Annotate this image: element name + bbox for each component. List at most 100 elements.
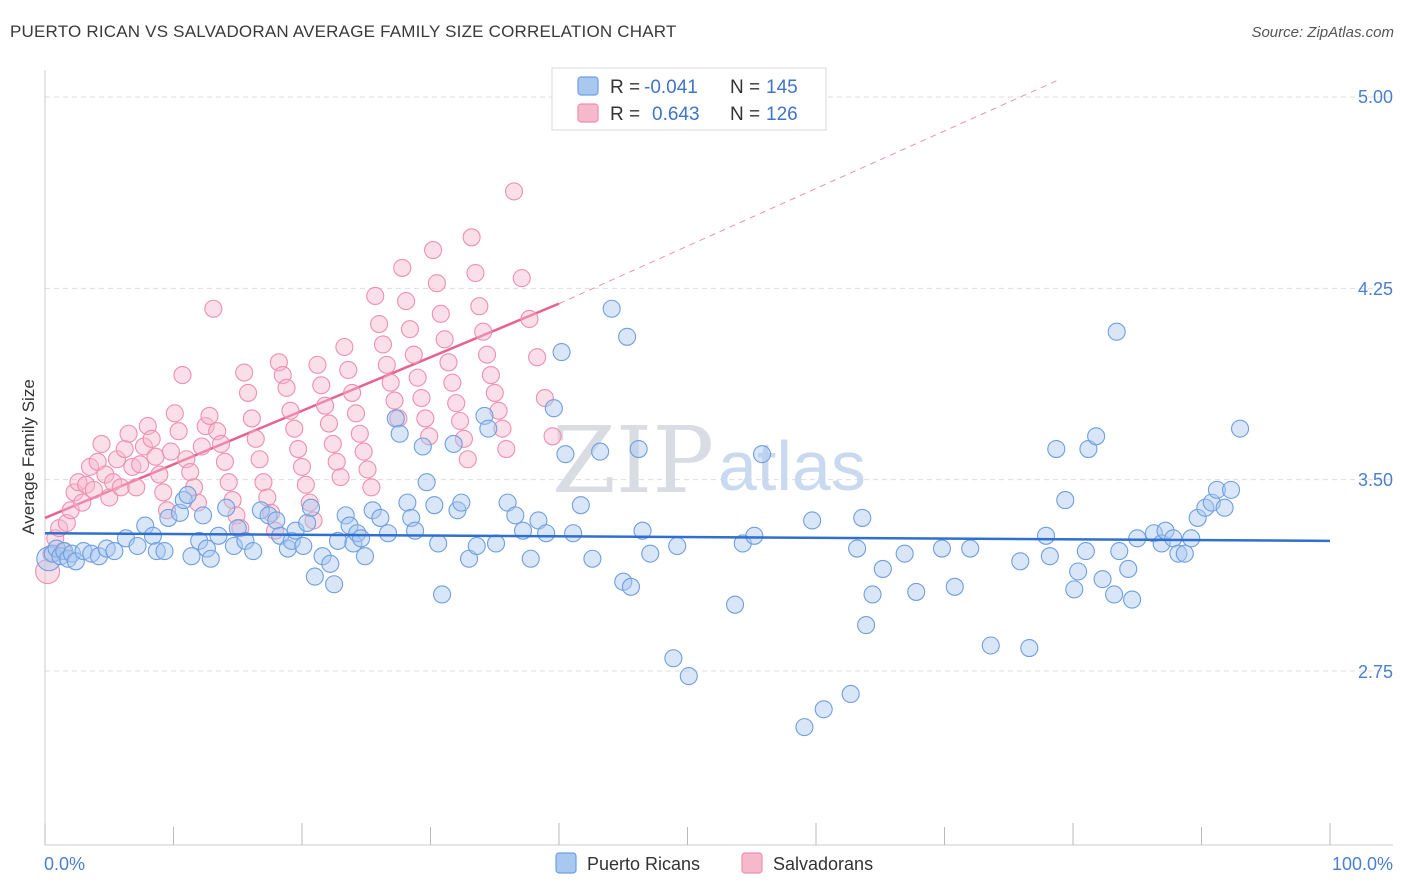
bottom-legend-swatch-pink: [741, 852, 763, 874]
puerto-rican-point: [1069, 562, 1088, 581]
puerto-rican-point: [814, 700, 833, 719]
salvadoran-point: [308, 355, 327, 374]
salvadoran-point: [385, 391, 404, 410]
puerto-rican-point: [621, 577, 641, 596]
salvadoran-point: [242, 409, 261, 428]
puerto-rican-point: [267, 511, 286, 530]
salvadoran-point: [470, 297, 489, 316]
puerto-rican-point: [336, 506, 355, 525]
puerto-rican-point: [155, 542, 174, 561]
puerto-rican-point: [1215, 498, 1234, 517]
puerto-rican-point: [452, 493, 471, 512]
puerto-rican-point: [1011, 552, 1030, 571]
salvadoran-point: [477, 345, 497, 364]
puerto-rican-point: [178, 485, 197, 505]
puerto-rican-point: [1065, 580, 1084, 599]
puerto-rican-point: [1123, 590, 1142, 609]
salvadoran-point: [466, 263, 485, 283]
salvadoran-point: [443, 373, 462, 392]
y-tick-label: 2.75: [1358, 662, 1393, 682]
puerto-rican-point: [467, 536, 486, 556]
puerto-rican-point: [848, 539, 867, 558]
puerto-rican-point: [1169, 544, 1188, 563]
chart-title: PUERTO RICAN VS SALVADORAN AVERAGE FAMIL…: [10, 22, 677, 41]
legend-r-value: 0.643: [652, 104, 700, 125]
salvadoran-point: [165, 404, 184, 423]
puerto-rican-point: [1207, 480, 1226, 499]
puerto-rican-point: [217, 498, 236, 517]
puerto-rican-point: [1222, 480, 1241, 499]
puerto-rican-point: [352, 529, 371, 548]
salvadoran-point: [447, 394, 466, 413]
puerto-rican-point: [981, 636, 1000, 655]
salvadoran-point: [150, 465, 169, 484]
salvadoran-point: [254, 473, 273, 492]
puerto-rican-point: [1107, 322, 1126, 341]
salvadoran-point: [339, 360, 358, 380]
salvadoran-points: [35, 182, 562, 585]
puerto-rican-point: [1036, 526, 1056, 545]
puerto-rican-point: [1020, 638, 1039, 658]
puerto-rican-point: [390, 424, 409, 443]
puerto-rican-point: [1119, 559, 1138, 579]
puerto-rican-point: [1182, 529, 1201, 548]
puerto-rican-point: [544, 399, 563, 418]
puerto-rican-point: [143, 526, 162, 545]
salvadoran-point: [528, 348, 547, 367]
salvadoran-point: [543, 427, 562, 446]
puerto-rican-point: [363, 501, 382, 520]
salvadoran-point: [131, 455, 150, 474]
salvadoran-point: [35, 558, 61, 585]
puerto-rican-trend-group: [44, 531, 1331, 543]
salvadoran-trend-extension: [558, 78, 1061, 305]
salvadoran-point: [493, 419, 512, 438]
salvadoran-point: [134, 437, 153, 456]
puerto-rican-point: [194, 506, 213, 525]
watermark-zip: ZIP: [552, 407, 714, 514]
puerto-rican-point: [1105, 585, 1124, 604]
puerto-rican-point: [425, 496, 444, 515]
puerto-rican-point: [105, 542, 124, 561]
watermark-atlas: atlas: [718, 427, 866, 505]
puerto-rican-point: [479, 419, 498, 438]
puerto-rican-point: [444, 434, 463, 454]
puerto-rican-point: [521, 549, 540, 568]
puerto-rican-point: [1231, 419, 1250, 438]
puerto-rican-point: [305, 567, 324, 586]
salvadoran-point: [235, 363, 254, 382]
salvadoran-point: [289, 440, 308, 459]
puerto-rican-point: [371, 508, 390, 527]
salvadoran-point: [400, 320, 419, 339]
puerto-rican-point: [537, 524, 556, 543]
puerto-rican-point: [294, 536, 313, 556]
puerto-rican-point: [197, 539, 216, 558]
salvadoran-point: [416, 409, 435, 428]
legend: R = -0.041 N = 145 R = 0.643 N = 126: [551, 67, 827, 131]
puerto-rican-point: [932, 539, 951, 558]
salvadoran-point: [238, 383, 258, 402]
puerto-rican-point: [379, 524, 398, 543]
puerto-rican-point: [1087, 427, 1106, 446]
salvadoran-point: [296, 475, 315, 494]
salvadoran-point: [343, 383, 362, 402]
puerto-rican-point: [795, 718, 814, 737]
salvadoran-point: [489, 401, 508, 420]
salvadoran-point: [485, 383, 504, 402]
bottom-legend: Puerto Ricans Salvadorans: [555, 852, 873, 874]
puerto-rican-point: [945, 577, 964, 596]
puerto-rican-point: [1040, 547, 1059, 566]
salvadoran-point: [327, 452, 346, 471]
legend-swatch-blue: [577, 76, 599, 96]
puerto-rican-point: [664, 649, 683, 668]
salvadoran-point: [458, 450, 477, 469]
salvadoran-point: [185, 478, 204, 497]
salvadoran-point: [84, 480, 103, 499]
salvadoran-point: [323, 434, 342, 454]
puerto-rican-point: [668, 536, 687, 556]
puerto-rican-point: [298, 513, 317, 533]
salvadoran-point: [331, 468, 350, 487]
salvadoran-point: [173, 366, 192, 385]
salvadoran-trend-group: [44, 78, 1061, 520]
puerto-rican-point: [629, 440, 648, 459]
